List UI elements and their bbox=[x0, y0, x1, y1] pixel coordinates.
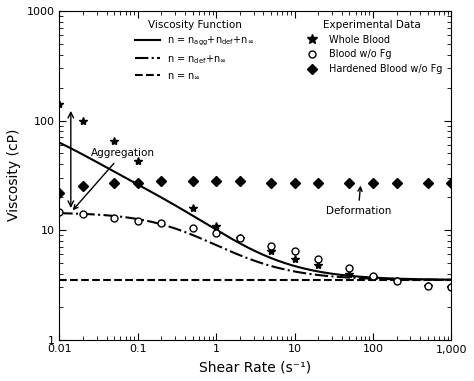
Blood w/o Fg bbox=[370, 274, 376, 279]
X-axis label: Shear Rate (s⁻¹): Shear Rate (s⁻¹) bbox=[199, 360, 311, 374]
Blood w/o Fg bbox=[158, 221, 164, 226]
n = n$_{agg}$+n$_{def}$+n$_{\infty}$ bbox=[243, 244, 248, 248]
Blood w/o Fg bbox=[237, 235, 243, 240]
n = n$_{agg}$+n$_{def}$+n$_{\infty}$ bbox=[245, 245, 251, 250]
Text: Deformation: Deformation bbox=[326, 187, 391, 216]
Hardened Blood w/o Fg bbox=[111, 181, 117, 185]
Whole Blood bbox=[370, 275, 376, 280]
Hardened Blood w/o Fg bbox=[425, 181, 430, 185]
Hardened Blood w/o Fg bbox=[394, 181, 400, 185]
Whole Blood bbox=[111, 139, 117, 143]
Hardened Blood w/o Fg bbox=[268, 181, 274, 185]
n = n$_{\infty}$ bbox=[269, 278, 274, 282]
Blood w/o Fg bbox=[268, 243, 274, 248]
n = n$_{def}$+n$_{\infty}$ bbox=[243, 255, 248, 260]
n = n$_{\infty}$ bbox=[56, 278, 62, 282]
n = n$_{def}$+n$_{\infty}$ bbox=[56, 211, 62, 215]
Whole Blood bbox=[237, 235, 243, 240]
Line: n = n$_{def}$+n$_{\infty}$: n = n$_{def}$+n$_{\infty}$ bbox=[59, 213, 451, 280]
Hardened Blood w/o Fg bbox=[292, 181, 297, 185]
Blood w/o Fg bbox=[394, 279, 400, 284]
Hardened Blood w/o Fg bbox=[448, 181, 454, 185]
n = n$_{agg}$+n$_{def}$+n$_{\infty}$ bbox=[378, 276, 383, 280]
n = n$_{\infty}$ bbox=[243, 278, 248, 282]
Hardened Blood w/o Fg bbox=[135, 181, 141, 185]
Hardened Blood w/o Fg bbox=[158, 179, 164, 183]
n = n$_{\infty}$ bbox=[290, 278, 295, 282]
Text: Aggregation: Aggregation bbox=[73, 149, 155, 209]
Hardened Blood w/o Fg bbox=[80, 184, 86, 189]
Whole Blood bbox=[158, 179, 164, 183]
n = n$_{agg}$+n$_{def}$+n$_{\infty}$ bbox=[290, 263, 295, 268]
Blood w/o Fg bbox=[190, 226, 195, 230]
n = n$_{agg}$+n$_{def}$+n$_{\infty}$ bbox=[448, 277, 454, 282]
n = n$_{def}$+n$_{\infty}$ bbox=[378, 277, 383, 281]
Whole Blood bbox=[315, 263, 321, 267]
Blood w/o Fg bbox=[292, 248, 297, 253]
Blood w/o Fg bbox=[56, 210, 62, 215]
n = n$_{agg}$+n$_{def}$+n$_{\infty}$ bbox=[269, 256, 274, 261]
Whole Blood bbox=[346, 271, 352, 276]
Hardened Blood w/o Fg bbox=[346, 181, 352, 185]
Y-axis label: Viscosity (cP): Viscosity (cP) bbox=[7, 129, 21, 221]
n = n$_{\infty}$ bbox=[439, 278, 445, 282]
Blood w/o Fg bbox=[425, 283, 430, 288]
Whole Blood bbox=[56, 102, 62, 107]
Whole Blood bbox=[80, 118, 86, 123]
Blood w/o Fg bbox=[213, 230, 219, 235]
Blood w/o Fg bbox=[315, 256, 321, 261]
Whole Blood bbox=[213, 223, 219, 228]
Line: n = n$_{agg}$+n$_{def}$+n$_{\infty}$: n = n$_{agg}$+n$_{def}$+n$_{\infty}$ bbox=[59, 142, 451, 280]
n = n$_{def}$+n$_{\infty}$ bbox=[290, 269, 295, 274]
Hardened Blood w/o Fg bbox=[56, 190, 62, 195]
Blood w/o Fg bbox=[346, 266, 352, 271]
Line: Blood w/o Fg: Blood w/o Fg bbox=[56, 209, 455, 291]
n = n$_{def}$+n$_{\infty}$ bbox=[448, 277, 454, 282]
Hardened Blood w/o Fg bbox=[315, 181, 321, 185]
Whole Blood bbox=[190, 205, 195, 210]
Blood w/o Fg bbox=[448, 285, 454, 290]
Blood w/o Fg bbox=[80, 212, 86, 216]
n = n$_{def}$+n$_{\infty}$ bbox=[439, 277, 445, 282]
Line: Hardened Blood w/o Fg: Hardened Blood w/o Fg bbox=[56, 178, 455, 196]
Whole Blood bbox=[394, 279, 400, 284]
Legend: Whole Blood, Blood w/o Fg, Hardened Blood w/o Fg: Whole Blood, Blood w/o Fg, Hardened Bloo… bbox=[298, 16, 447, 78]
n = n$_{def}$+n$_{\infty}$ bbox=[269, 264, 274, 268]
Blood w/o Fg bbox=[111, 215, 117, 220]
Line: Whole Blood: Whole Blood bbox=[55, 100, 456, 291]
n = n$_{\infty}$ bbox=[448, 278, 454, 282]
Hardened Blood w/o Fg bbox=[370, 181, 376, 185]
Whole Blood bbox=[268, 248, 274, 253]
Hardened Blood w/o Fg bbox=[237, 179, 243, 183]
n = n$_{agg}$+n$_{def}$+n$_{\infty}$ bbox=[439, 277, 445, 282]
Whole Blood bbox=[135, 158, 141, 163]
n = n$_{def}$+n$_{\infty}$ bbox=[245, 256, 251, 261]
n = n$_{\infty}$ bbox=[378, 278, 383, 282]
Whole Blood bbox=[292, 256, 297, 261]
Hardened Blood w/o Fg bbox=[190, 179, 195, 183]
Whole Blood bbox=[425, 283, 430, 288]
n = n$_{\infty}$ bbox=[245, 278, 251, 282]
n = n$_{agg}$+n$_{def}$+n$_{\infty}$ bbox=[56, 140, 62, 145]
Whole Blood bbox=[448, 285, 454, 290]
Hardened Blood w/o Fg bbox=[213, 179, 219, 183]
Blood w/o Fg bbox=[135, 219, 141, 224]
